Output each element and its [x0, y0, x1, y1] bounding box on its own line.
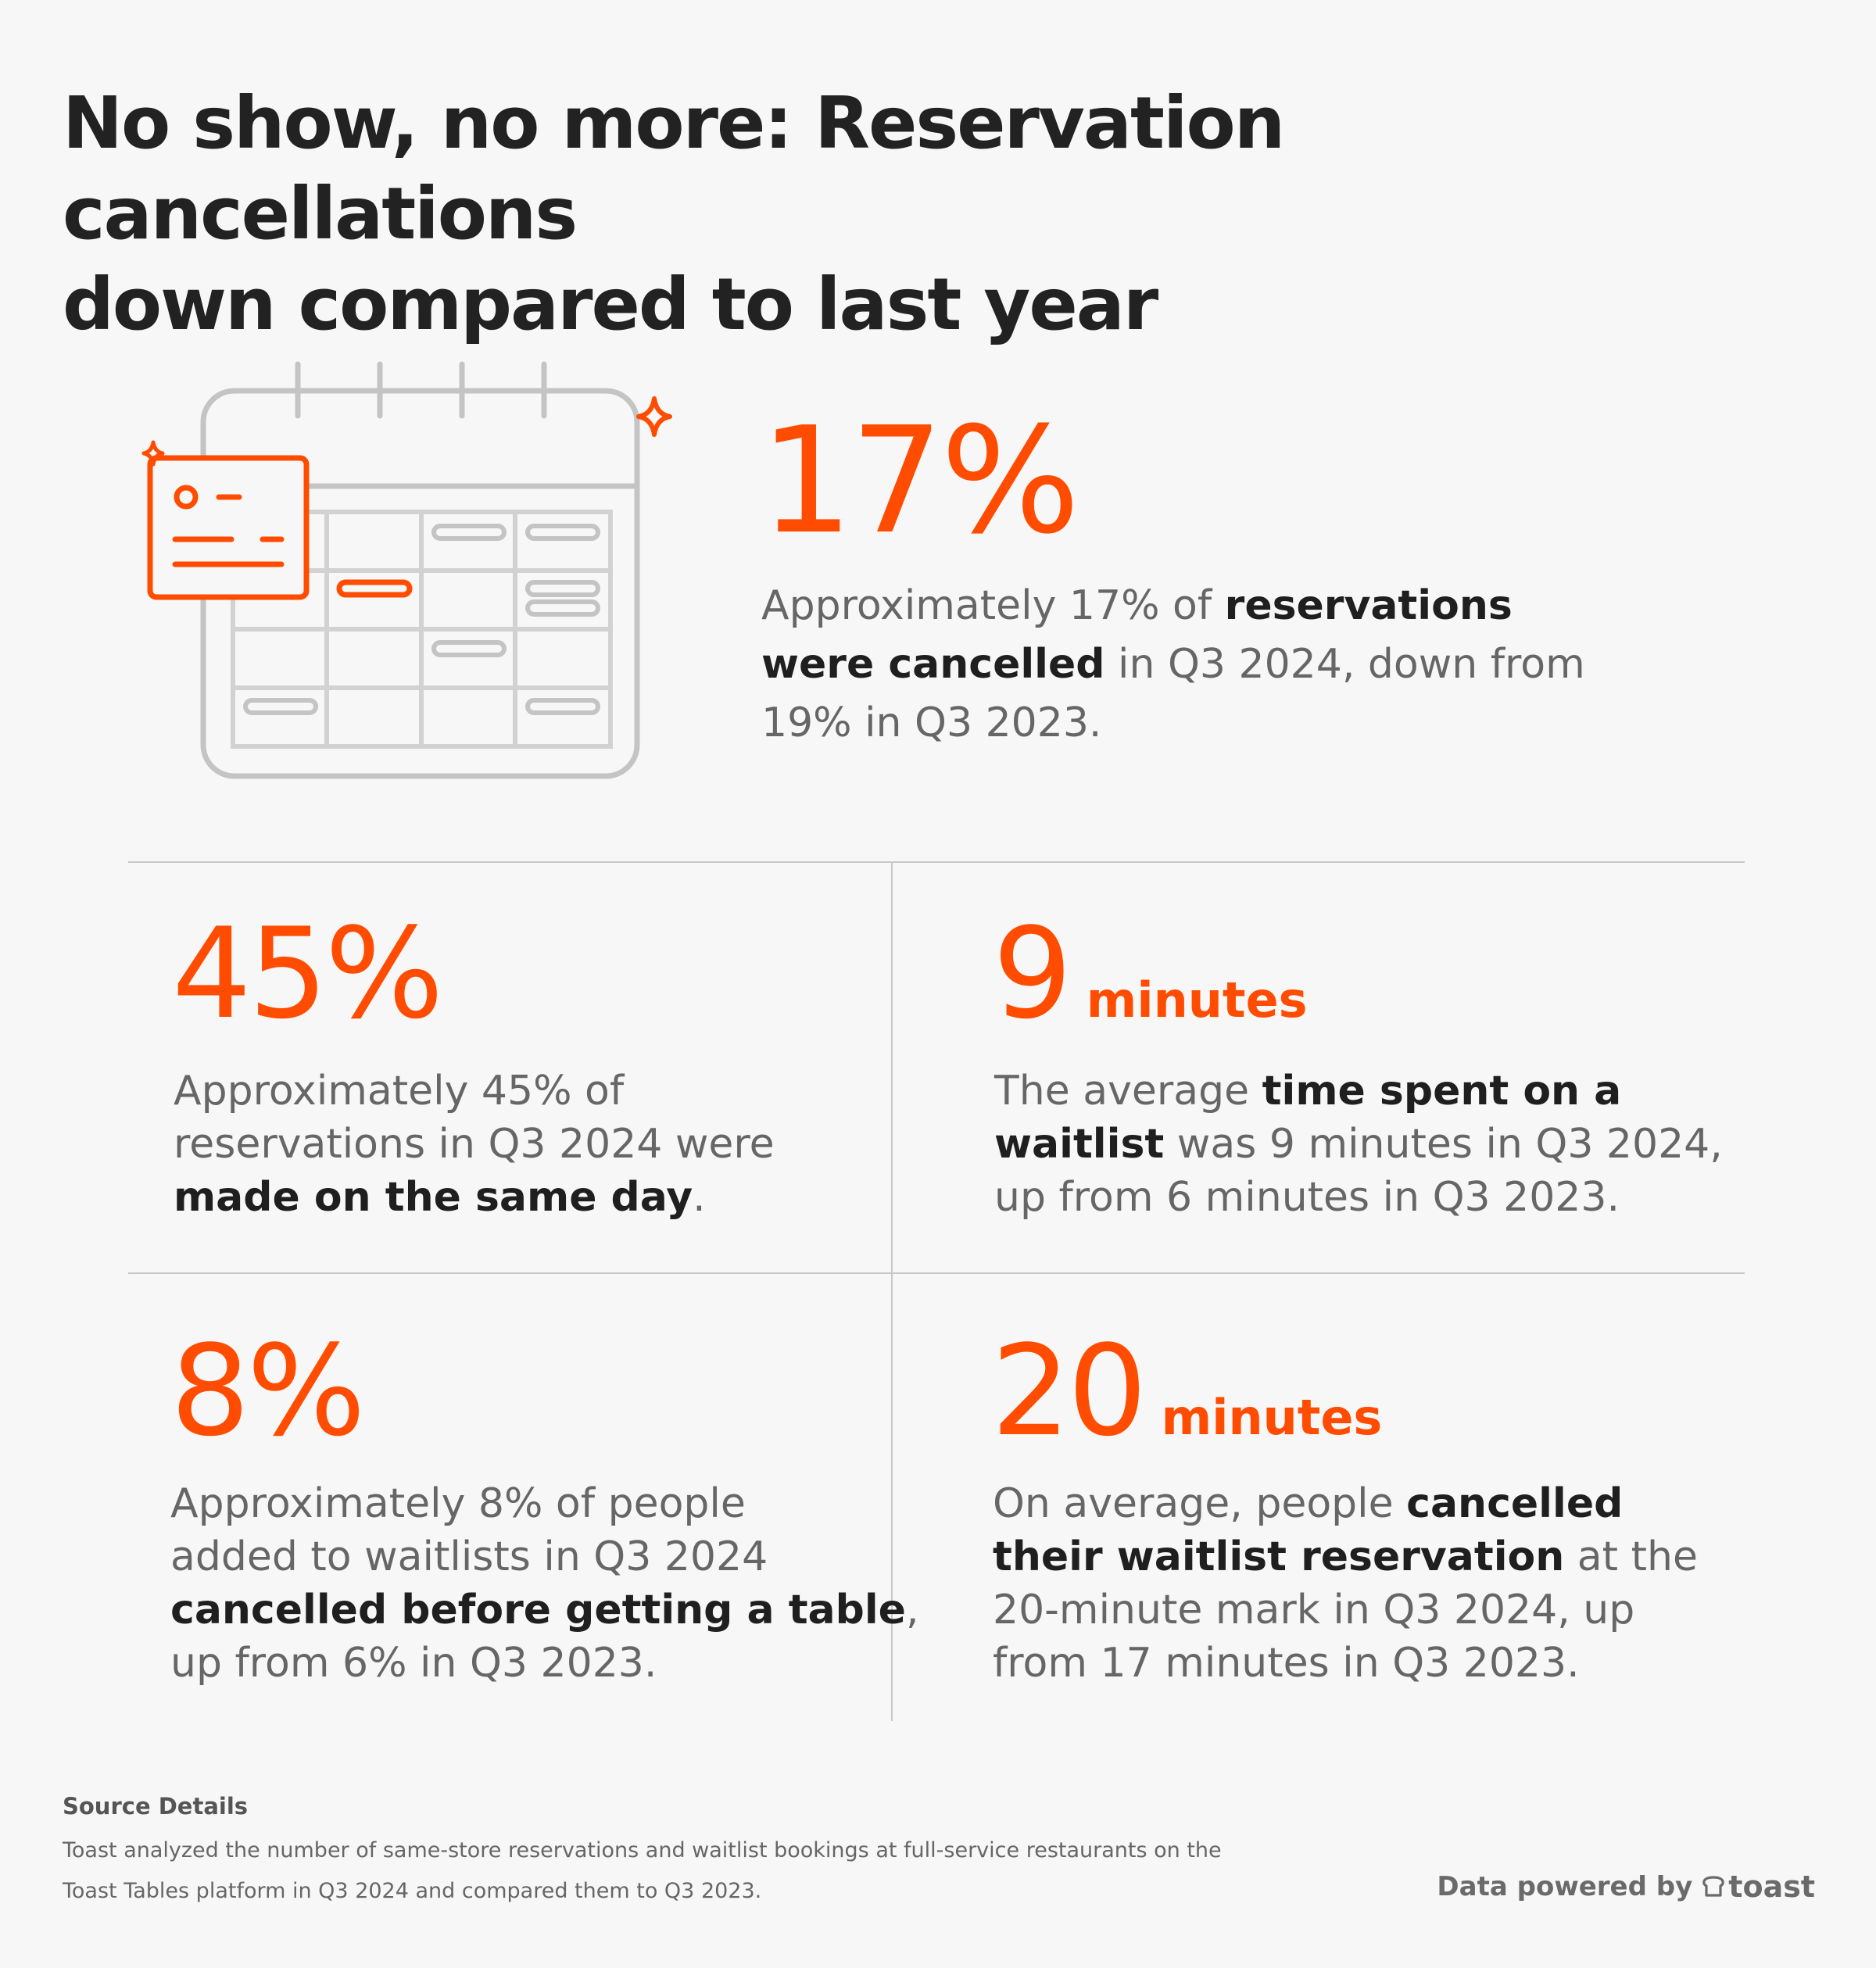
source-details: Toast analyzed the number of same-store … [63, 1838, 1222, 1903]
cancel-mark-stat-number: 20 minutes [991, 1318, 1383, 1464]
waitlist-time-stat-description: The average time spent on a waitlist was… [994, 1068, 1723, 1221]
calendar-highlight-pill [336, 579, 413, 598]
reservation-card-icon [147, 455, 310, 600]
toast-logo: toast [1702, 1870, 1815, 1904]
waitlist-time-stat-number: 9 minutes [993, 900, 1308, 1047]
calendar-event-pills [243, 524, 600, 715]
powered-by-label: Data powered by [1437, 1871, 1693, 1902]
cancel-mark-unit: minutes [1161, 1389, 1383, 1446]
calendar-icon [141, 361, 672, 779]
toast-logo-icon [1702, 1876, 1725, 1897]
same-day-stat-number: 45% [172, 900, 444, 1047]
source-heading: Source Details [63, 1793, 249, 1820]
cancel-mark-stat-description: On average, people cancelled their waitl… [993, 1480, 1698, 1687]
title-line-1: No show, no more: Reservation cancellati… [63, 81, 1285, 256]
waitlist-cancel-stat-description: Approximately 8% of people added to wait… [170, 1480, 919, 1687]
calendar-grid [231, 510, 613, 749]
same-day-stat-description: Approximately 45% of reservations in Q3 … [174, 1068, 775, 1221]
grid-divider-top [128, 861, 1745, 863]
title-line-2: down compared to last year [63, 263, 1158, 346]
sparkle-icon [636, 396, 672, 437]
grid-divider-middle [128, 1272, 1745, 1274]
page-title: No show, no more: Reservation cancellati… [63, 78, 1782, 350]
hero-stat-description: Approximately 17% of reservations were c… [761, 582, 1585, 746]
waitlist-time-unit: minutes [1086, 971, 1308, 1029]
toast-brand-text: toast [1728, 1870, 1815, 1904]
powered-by: Data powered by toast [1437, 1870, 1815, 1904]
sparkle-icon [141, 440, 165, 467]
grid-divider-vertical [891, 861, 893, 1721]
hero-stat-number: 17% [760, 395, 1080, 567]
waitlist-cancel-stat-number: 8% [170, 1318, 366, 1464]
